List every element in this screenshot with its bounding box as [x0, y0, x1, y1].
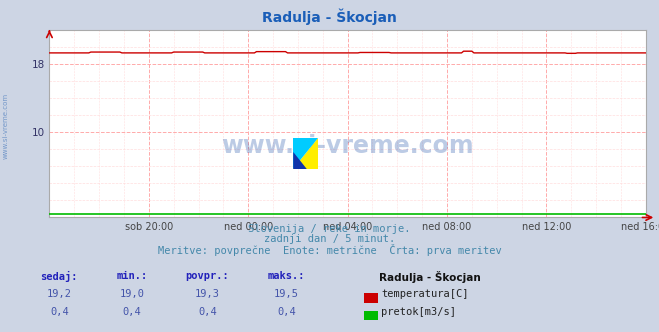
Text: zadnji dan / 5 minut.: zadnji dan / 5 minut.: [264, 234, 395, 244]
Text: www.si-vreme.com: www.si-vreme.com: [221, 134, 474, 158]
Text: 0,4: 0,4: [123, 307, 141, 317]
Text: 0,4: 0,4: [277, 307, 296, 317]
Text: Radulja - Škocjan: Radulja - Škocjan: [262, 8, 397, 25]
Text: 0,4: 0,4: [198, 307, 217, 317]
Text: Meritve: povprečne  Enote: metrične  Črta: prva meritev: Meritve: povprečne Enote: metrične Črta:…: [158, 244, 501, 256]
Text: min.:: min.:: [116, 271, 148, 281]
Text: maks.:: maks.:: [268, 271, 305, 281]
Text: pretok[m3/s]: pretok[m3/s]: [381, 307, 456, 317]
Text: povpr.:: povpr.:: [186, 271, 229, 281]
Text: Radulja - Škocjan: Radulja - Škocjan: [379, 271, 480, 283]
Text: 19,0: 19,0: [119, 289, 144, 299]
Text: 0,4: 0,4: [50, 307, 69, 317]
Polygon shape: [293, 152, 307, 169]
Text: sedaj:: sedaj:: [41, 271, 78, 282]
Polygon shape: [293, 138, 318, 169]
Text: 19,5: 19,5: [274, 289, 299, 299]
Text: temperatura[C]: temperatura[C]: [381, 289, 469, 299]
Text: Slovenija / reke in morje.: Slovenija / reke in morje.: [248, 224, 411, 234]
Polygon shape: [293, 138, 318, 169]
Text: 19,2: 19,2: [47, 289, 72, 299]
Text: 19,3: 19,3: [195, 289, 220, 299]
Text: www.si-vreme.com: www.si-vreme.com: [2, 93, 9, 159]
